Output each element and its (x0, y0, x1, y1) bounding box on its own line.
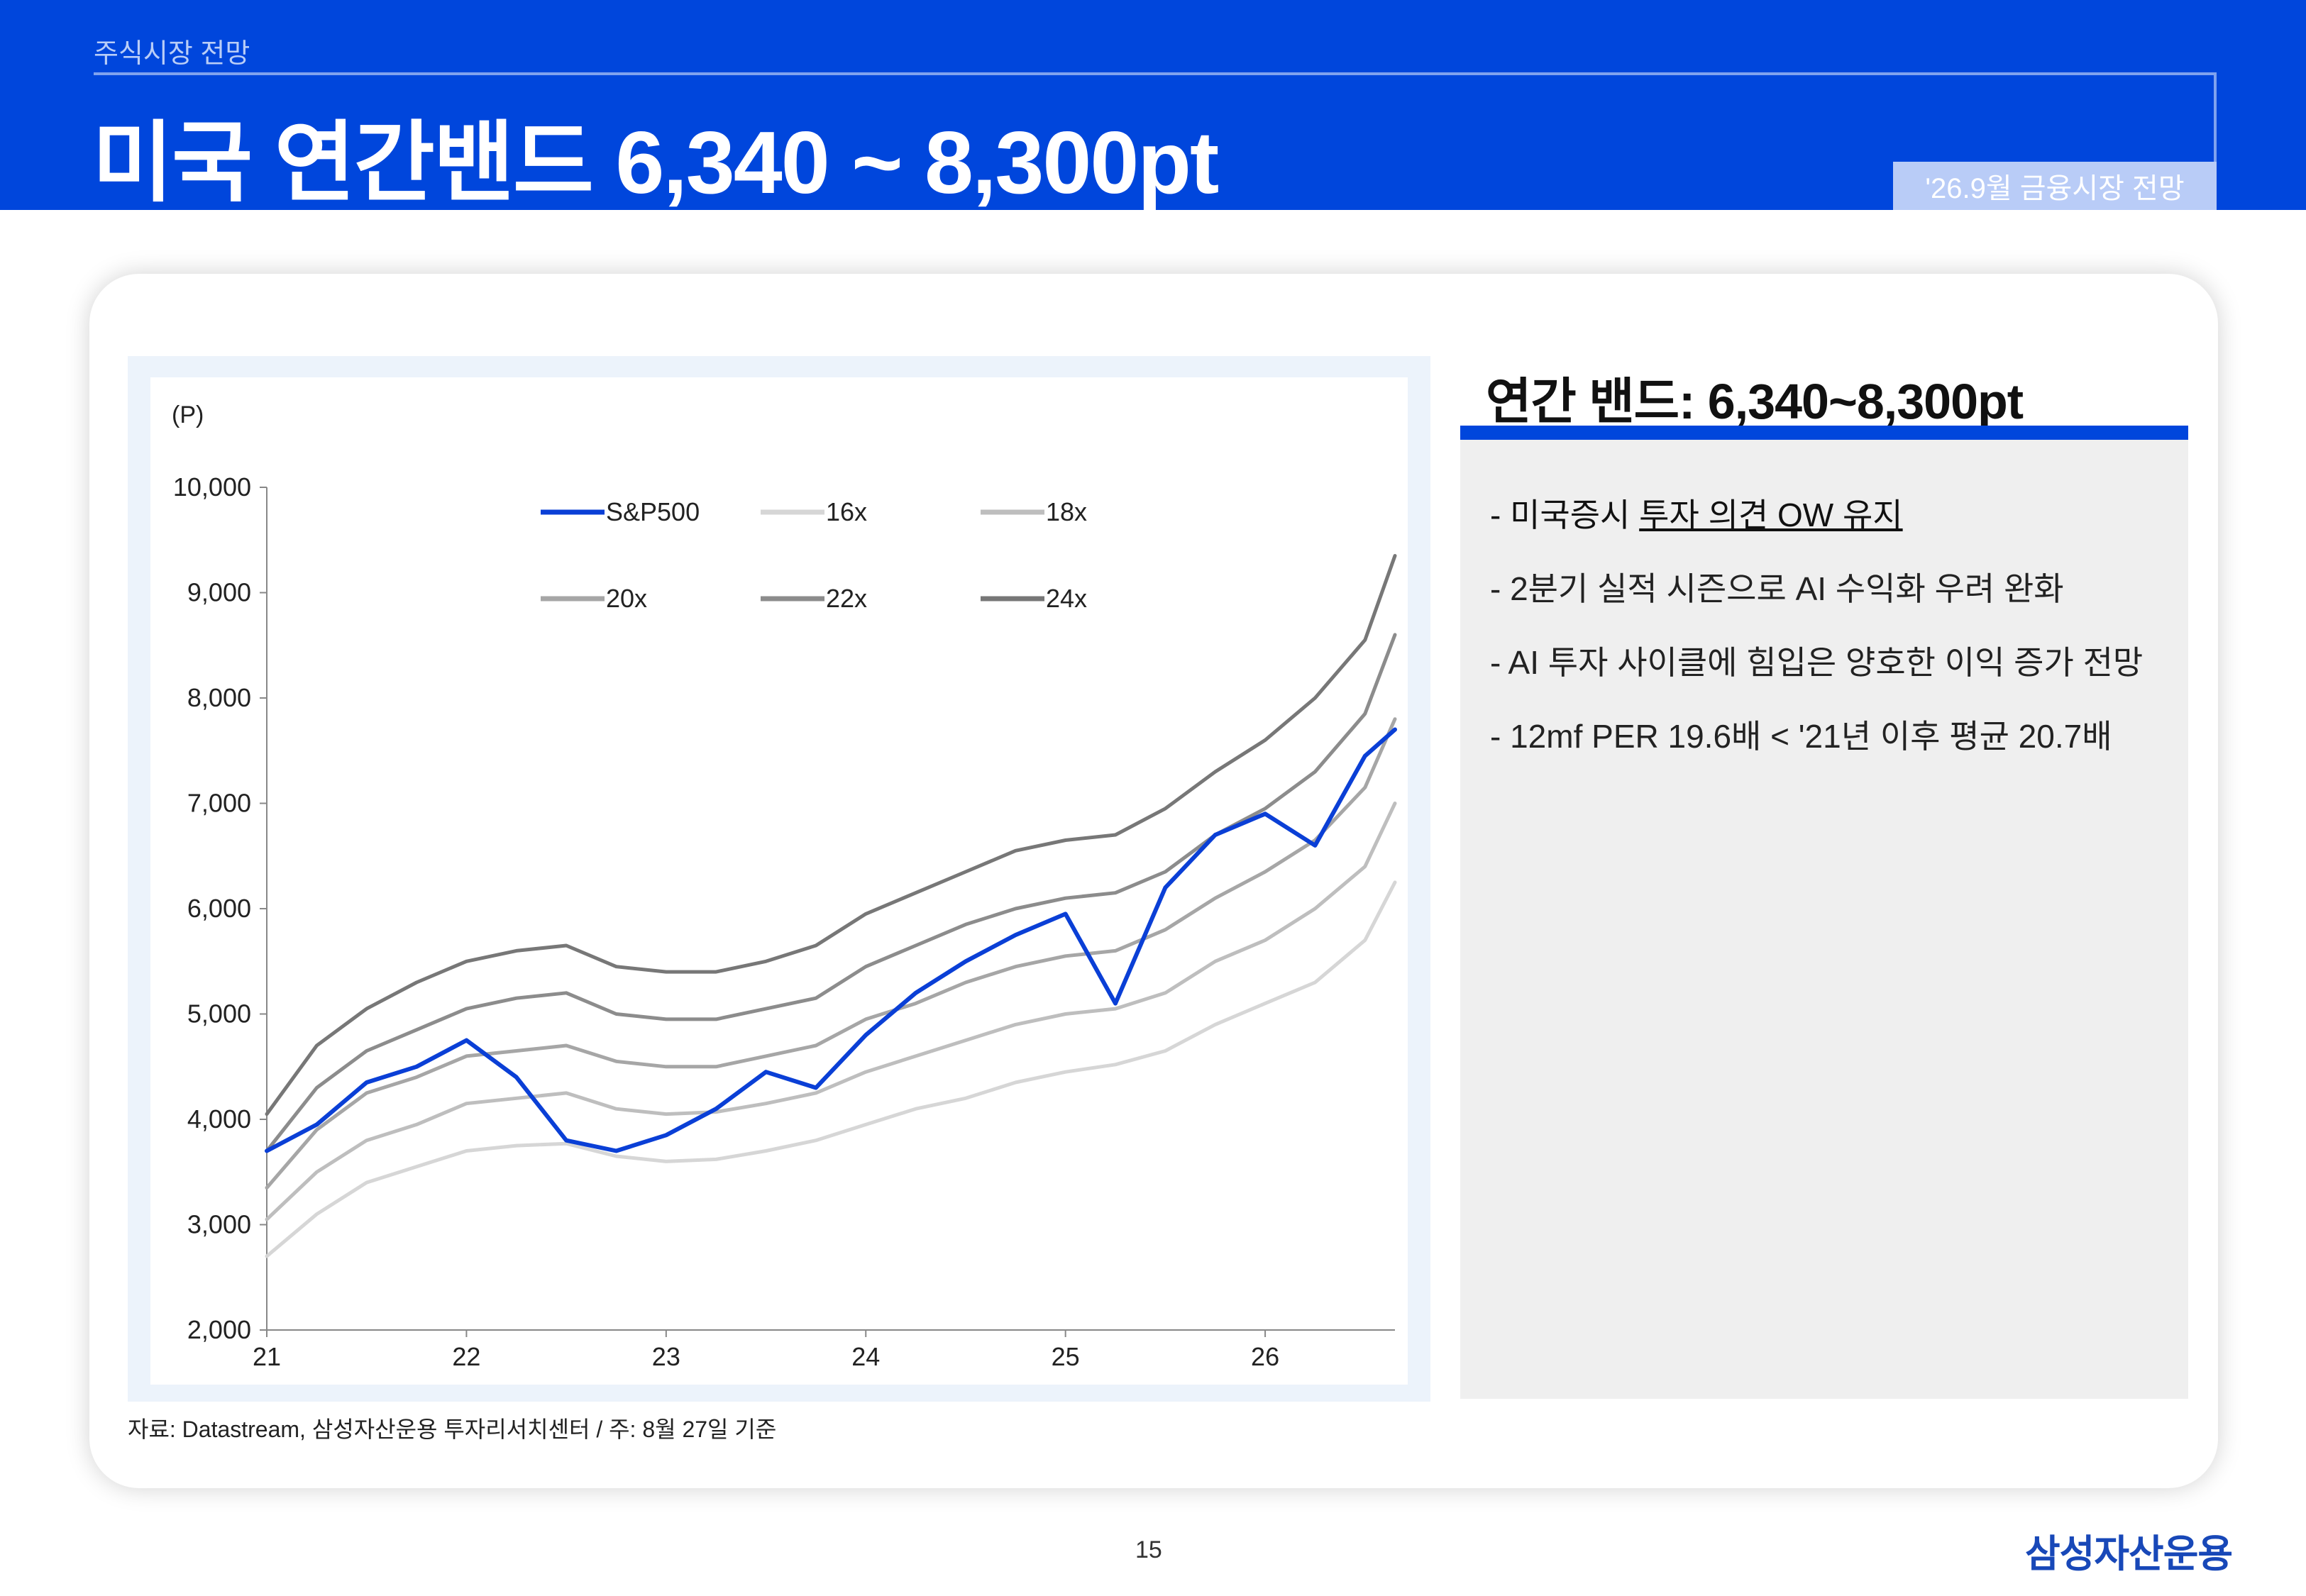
section-label: 주식시장 전망 (94, 39, 250, 69)
side-panel-title: 연간 밴드: 6,340~8,300pt (1486, 374, 2024, 429)
page-title: 미국 연간밴드 6,340 ~ 8,300pt (92, 114, 1219, 212)
legend-label: 18x (1046, 497, 1087, 526)
x-tick-label: 25 (1052, 1342, 1080, 1371)
x-tick-label: 22 (452, 1342, 480, 1371)
y-tick-label: 3,000 (187, 1210, 251, 1239)
x-tick-label: 23 (652, 1342, 680, 1371)
company-logo: 삼성자산운용 (2025, 1533, 2233, 1575)
series-line-24x (265, 554, 1397, 1116)
key-point-emphasis: 투자 의견 OW 유지 (1639, 497, 1903, 533)
legend-label: 20x (606, 584, 647, 613)
report-tag: '26.9월 금융시장 전망 (1893, 162, 2217, 210)
y-tick-label: 8,000 (187, 683, 251, 712)
series-line-16x (265, 880, 1397, 1258)
legend-label: 22x (826, 584, 867, 613)
header-divider-vertical (2214, 72, 2217, 163)
y-tick-label: 10,000 (173, 472, 251, 501)
page-number: 15 (1135, 1536, 1162, 1563)
y-tick-label: 5,000 (187, 999, 251, 1029)
key-point: - 12mf PER 19.6배 < '21년 이후 평균 20.7배 (1490, 718, 2112, 755)
chart-source-note: 자료: Datastream, 삼성자산운용 투자리서치센터 / 주: 8월 2… (128, 1417, 777, 1442)
y-tick-label: 2,000 (187, 1315, 251, 1344)
legend-label: 24x (1046, 584, 1087, 613)
y-tick-label: 9,000 (187, 578, 251, 607)
chart-panel (150, 377, 1408, 1385)
x-tick-label: 24 (851, 1342, 880, 1371)
legend-label: 16x (826, 497, 867, 526)
y-tick-label: 4,000 (187, 1104, 251, 1134)
y-tick-label: 7,000 (187, 789, 251, 818)
header-divider (94, 72, 2217, 75)
key-point: - 2분기 실적 시즌으로 AI 수익화 우려 완화 (1490, 570, 2064, 607)
side-panel (1460, 440, 2188, 1399)
series-line-sp500 (265, 727, 1397, 1153)
x-tick-label: 21 (253, 1342, 281, 1371)
sp500-valuation-band-chart: (P) 2,000 3,000 4,000 5,000 6,000 7,000 8,000 9,… (172, 401, 1397, 1371)
y-tick-label: 6,000 (187, 894, 251, 923)
key-point-prefix: - 미국증시 (1490, 497, 1640, 533)
header-bar: 주식시장 전망 미국 연간밴드 6,340 ~ 8,300pt '26.9월 금… (0, 0, 2306, 212)
series-line-18x (265, 802, 1397, 1221)
series-line-20x (265, 717, 1397, 1190)
key-points-list: - 미국증시 투자 의견 OW 유지 - 2분기 실적 시즌으로 AI 수익화 … (1490, 489, 2143, 785)
y-axis-unit-label: (P) (172, 401, 204, 428)
legend-label: S&P500 (606, 497, 700, 526)
x-tick-label: 26 (1251, 1342, 1279, 1371)
key-point: - 미국증시 투자 의견 OW 유지 (1490, 489, 2143, 563)
key-point: - AI 투자 사이클에 힘입은 양호한 이익 증가 전망 (1490, 644, 2144, 681)
side-panel-rule (1460, 426, 2188, 440)
